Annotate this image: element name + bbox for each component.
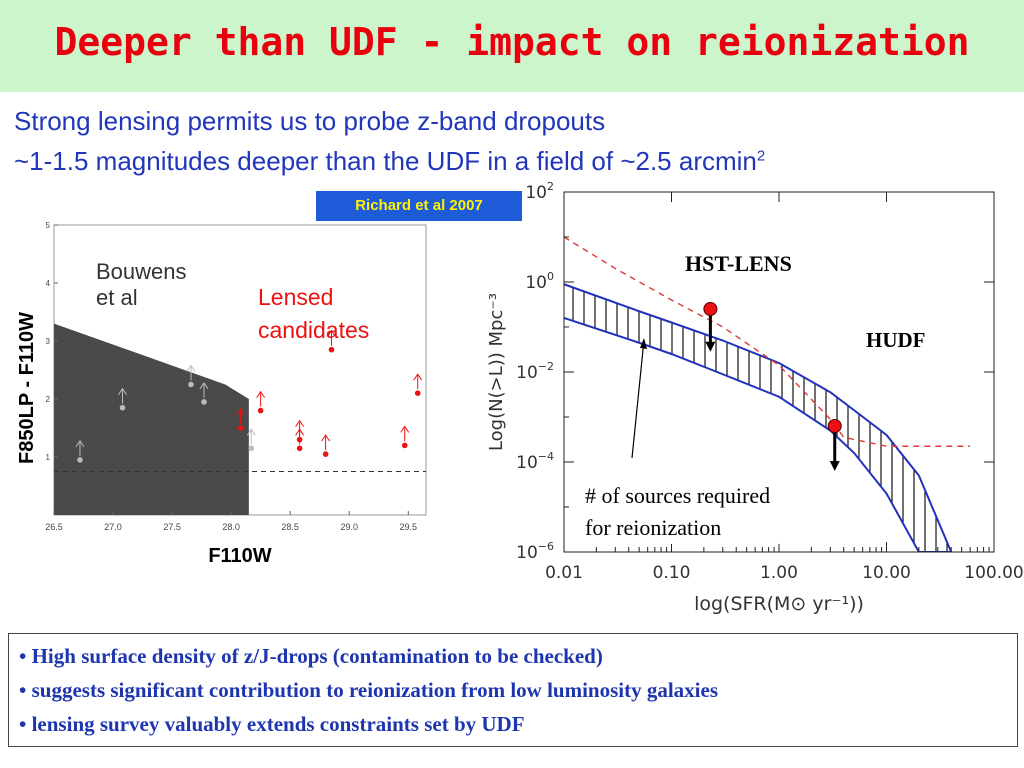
y-tick-label: 1 <box>46 453 51 462</box>
x-tick-label: 29.5 <box>400 522 418 532</box>
data-point <box>201 399 207 405</box>
upper-limit-arrowhead <box>118 387 127 395</box>
data-point <box>257 407 264 414</box>
data-point <box>188 381 194 388</box>
y-tick-exponent: 0 <box>547 270 554 283</box>
y-tick-base: 10 <box>516 363 538 383</box>
lensed-candidates-label: Lensed candidates <box>258 284 369 343</box>
data-point <box>237 425 244 431</box>
data-point <box>401 442 408 449</box>
y-tick-label: 10−6 <box>516 540 554 563</box>
intro-line-2: ~1-1.5 magnitudes deeper than the UDF in… <box>14 146 765 177</box>
data-point <box>119 404 126 411</box>
y-axis-label: Log(N(>L)) Mpc⁻³ <box>486 293 507 451</box>
hst-lens-label: HST-LENS <box>685 251 792 276</box>
data-point <box>328 346 335 353</box>
x-tick-label: 100.00 <box>964 563 1023 583</box>
limit-arrow-head <box>705 341 716 352</box>
summary-bullet-2: • suggests significant contribution to r… <box>19 678 719 702</box>
y-tick-base: 10 <box>516 453 538 473</box>
bouwens-label: Bouwens et al <box>96 259 187 310</box>
y-tick-label: 10−4 <box>516 450 554 473</box>
data-point <box>77 457 83 463</box>
upper-limit-arrowhead <box>256 390 266 398</box>
x-tick-label: 29.0 <box>340 522 358 532</box>
x-tick-label: 27.0 <box>104 522 122 532</box>
x-tick-label: 28.0 <box>222 522 240 532</box>
upper-limit-arrowhead <box>321 434 331 442</box>
x-tick-label: 28.5 <box>281 522 299 532</box>
intro-line-2-superscript: 2 <box>756 147 766 165</box>
data-point <box>322 451 329 457</box>
x-tick-label: 27.5 <box>163 522 181 532</box>
y-tick-label: 100 <box>525 270 554 293</box>
reion-label-line-1: # of sources required <box>585 483 770 508</box>
data-point <box>296 445 303 452</box>
y-tick-label: 2 <box>46 395 51 404</box>
y-tick-label: 102 <box>525 180 554 203</box>
y-tick-label: 10−2 <box>516 360 554 383</box>
upper-limit-arrowhead <box>400 425 410 433</box>
y-tick-exponent: −4 <box>538 450 554 463</box>
lensed-label-line-1: Lensed <box>258 284 333 310</box>
measurement-point <box>703 302 718 316</box>
reionization-band <box>564 284 952 552</box>
slide-title: Deeper than UDF - impact on reionization <box>54 20 970 64</box>
band-lower-edge <box>564 317 952 552</box>
upper-limit-arrowhead <box>327 329 336 337</box>
y-tick-exponent: −6 <box>538 540 554 553</box>
intro-line-1: Strong lensing permits us to probe z-ban… <box>14 106 606 136</box>
x-axis-label: F110W <box>208 545 271 567</box>
y-tick-label: 5 <box>46 221 51 230</box>
data-point <box>414 390 421 396</box>
x-axis-label: log(SFR(M⊙ yr⁻¹)) <box>694 593 864 615</box>
citation-badge: Richard et al 2007 <box>316 191 522 221</box>
bouwens-label-line-1: Bouwens <box>96 259 187 284</box>
plot-area <box>564 236 971 552</box>
reion-label-line-2: for reionization <box>585 515 721 540</box>
summary-bullet-1: • High surface density of z/J-drops (con… <box>19 644 603 668</box>
data-point <box>248 445 255 452</box>
x-tick-label: 0.01 <box>545 563 583 583</box>
upper-limit-arrowhead <box>186 364 196 372</box>
lensed-label-line-2: candidates <box>258 317 369 343</box>
limit-arrow-head <box>829 461 840 471</box>
title-bar: Deeper than UDF - impact on reionization <box>0 0 1024 92</box>
y-tick-base: 10 <box>516 543 538 563</box>
y-tick-label: 3 <box>46 337 51 346</box>
upper-limit-arrowhead <box>295 428 305 436</box>
y-tick-base: 10 <box>525 273 547 293</box>
x-tick-label: 1.00 <box>760 563 798 583</box>
y-axis-label: F850LP - F110W <box>16 312 38 464</box>
y-tick-base: 10 <box>525 183 547 203</box>
y-tick-exponent: −2 <box>538 360 554 373</box>
summary-bullet-3: • lensing survey valuably extends constr… <box>19 712 525 736</box>
upper-limit-arrowhead <box>246 428 256 436</box>
upper-limit-arrowhead <box>199 381 209 390</box>
band-upper-edge <box>564 283 953 552</box>
measurement-point <box>827 419 842 433</box>
y-tick-exponent: 2 <box>547 180 554 193</box>
bouwens-label-line-2: et al <box>96 285 138 310</box>
upper-limit-arrowhead <box>75 439 85 448</box>
reionization-label: # of sources required for reionization <box>585 483 770 540</box>
upper-limit-arrowhead <box>236 408 246 416</box>
x-tick-label: 10.00 <box>862 563 911 583</box>
y-tick-label: 4 <box>46 279 51 288</box>
intro-line-2-text: ~1-1.5 magnitudes deeper than the UDF in… <box>14 146 757 176</box>
udf-region <box>54 323 249 515</box>
pointer-line <box>631 339 645 459</box>
x-tick-label: 26.5 <box>45 522 63 532</box>
upper-limit-arrowhead <box>413 373 423 381</box>
x-tick-label: 0.10 <box>653 563 691 583</box>
color-magnitude-chart: 26.5 27.0 27.5 28.0 28.5 29.0 29.5 1 2 3 4 5 UDF Bouw… <box>16 221 427 567</box>
pointer-arrowhead <box>640 338 647 349</box>
hudf-label: HUDF <box>866 328 926 352</box>
upper-limit-arrowhead <box>295 419 305 427</box>
udf-region-label: UDF <box>84 326 107 338</box>
summary-box: • High surface density of z/J-drops (con… <box>8 633 1018 747</box>
number-density-chart: 0.01 0.10 1.00 10.00 100.0010210010−210−410−… <box>486 180 1024 615</box>
model-dashed-line <box>564 236 971 447</box>
reion-label-background <box>582 480 826 544</box>
